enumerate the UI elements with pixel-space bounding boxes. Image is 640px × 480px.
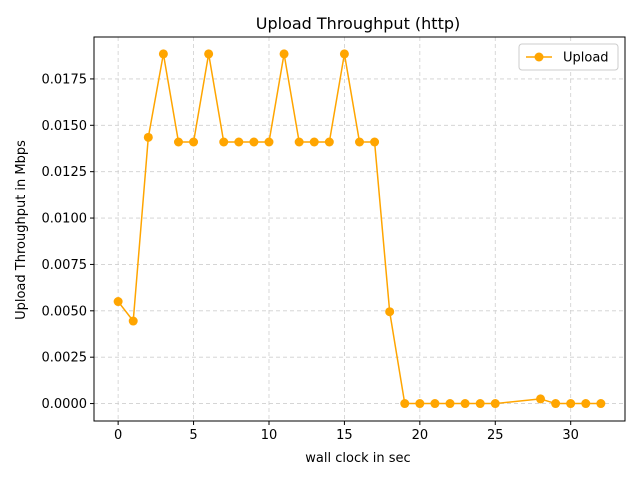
data-point xyxy=(370,137,380,147)
y-tick-label: 0.0075 xyxy=(42,258,88,273)
y-tick-label: 0.0125 xyxy=(42,165,88,180)
data-point xyxy=(339,49,349,59)
grid-lines xyxy=(94,37,625,421)
legend: Upload xyxy=(518,43,619,71)
data-point xyxy=(566,399,576,409)
data-point xyxy=(385,307,395,317)
data-point xyxy=(204,49,214,59)
data-point xyxy=(400,399,410,409)
series-layer xyxy=(113,49,606,409)
data-point xyxy=(128,316,138,326)
data-point xyxy=(475,399,485,409)
x-tick-label: 20 xyxy=(412,428,429,443)
data-point xyxy=(324,137,334,147)
x-tick-label: 10 xyxy=(261,428,278,443)
data-point xyxy=(309,137,319,147)
data-point xyxy=(415,399,425,409)
y-tick-label: 0.0000 xyxy=(42,397,88,412)
data-point xyxy=(596,399,606,409)
chart-title: Upload Throughput (http) xyxy=(256,14,461,33)
data-point xyxy=(551,399,561,409)
data-point xyxy=(294,137,304,147)
data-point xyxy=(173,137,183,147)
data-point xyxy=(355,137,364,147)
y-tick-label: 0.0100 xyxy=(42,212,88,227)
x-axis: 0 5 10 15 20 25 30 xyxy=(114,421,579,443)
y-tick-label: 0.0050 xyxy=(42,304,88,319)
x-tick-label: 30 xyxy=(562,428,579,443)
data-point xyxy=(249,137,259,147)
data-point xyxy=(536,394,546,404)
data-point xyxy=(490,399,500,409)
data-point xyxy=(430,399,440,409)
data-point xyxy=(581,399,591,409)
data-point xyxy=(460,399,470,409)
y-axis: 0.0000 0.0025 0.0050 0.0075 0.0100 0.0125 0.01… xyxy=(42,72,94,412)
legend-marker xyxy=(534,52,544,62)
x-tick-label: 25 xyxy=(487,428,504,443)
y-tick-label: 0.0175 xyxy=(42,72,88,87)
legend-label-upload: Upload xyxy=(563,51,609,66)
data-point xyxy=(234,137,244,147)
x-tick-label: 0 xyxy=(114,428,122,443)
y-tick-label: 0.0025 xyxy=(42,351,88,366)
x-axis-label: wall clock in sec xyxy=(305,451,410,466)
x-tick-label: 5 xyxy=(189,428,197,443)
x-tick-label: 15 xyxy=(336,428,353,443)
data-point xyxy=(279,49,289,59)
data-point xyxy=(264,137,274,147)
data-point xyxy=(219,137,229,147)
y-tick-label: 0.0150 xyxy=(42,119,88,134)
legend-box xyxy=(518,43,619,71)
data-point xyxy=(445,399,455,409)
plot-frame xyxy=(93,36,626,422)
data-point xyxy=(189,137,199,147)
data-point xyxy=(143,132,153,142)
y-axis-label: Upload Throughput in Mbps xyxy=(14,140,29,320)
data-point xyxy=(158,49,168,59)
data-point xyxy=(113,297,123,307)
